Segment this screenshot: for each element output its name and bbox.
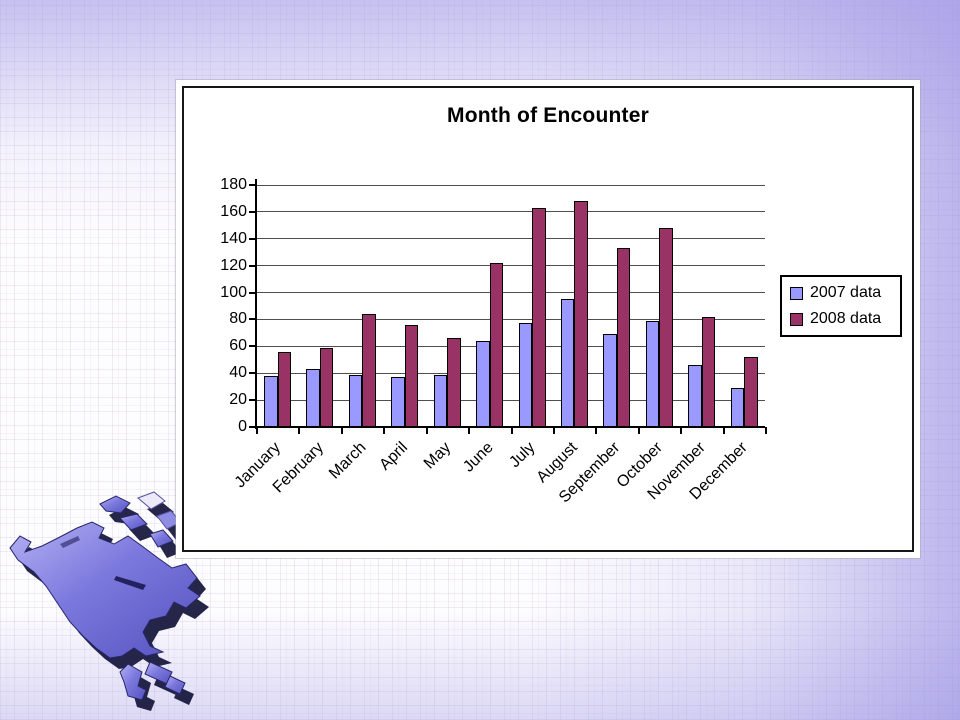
legend-item-2008: 2008 data (790, 310, 892, 328)
bar-2007-June (476, 340, 490, 427)
chart-legend: 2007 data 2008 data (780, 275, 902, 337)
chart-panel: Month of Encounter 2007 data 2008 data 0 2… (176, 80, 920, 558)
gridline-120 (256, 265, 765, 267)
x-axis-tick-5 (468, 427, 471, 434)
gridline-80 (256, 318, 765, 320)
bar-2007-August (560, 299, 575, 427)
bar-2008-August (574, 201, 588, 427)
y-axis-tick-140 (249, 237, 256, 240)
bar-2008-January (277, 351, 291, 427)
bar-2008-April (404, 324, 419, 427)
x-axis-tick-1 (298, 427, 301, 434)
legend-label-2008: 2008 data (810, 310, 882, 327)
bar-2008-July (532, 207, 546, 427)
legend-item-2007: 2007 data (790, 284, 892, 302)
legend-swatch-2008 (790, 312, 803, 326)
gridline-20 (256, 399, 765, 401)
bar-2007-October (645, 320, 660, 427)
chart-panel-border (182, 86, 914, 552)
x-axis-tick-12 (765, 427, 767, 434)
bar-2007-September (603, 334, 617, 427)
x-axis-tick-7 (552, 427, 555, 434)
bar-2008-March (362, 314, 376, 427)
gridline-160 (256, 211, 765, 213)
y-axis (255, 179, 257, 429)
y-axis-tick-180 (249, 184, 256, 186)
y-axis-label-60: 60 (229, 337, 247, 355)
bar-2008-December (744, 357, 758, 427)
y-axis-tick-100 (249, 291, 256, 294)
y-axis-label-120: 120 (220, 256, 247, 274)
bar-2008-September (616, 248, 631, 427)
x-axis-tick-0 (256, 427, 258, 434)
y-axis-tick-20 (249, 399, 256, 402)
x-axis-tick-9 (637, 427, 640, 434)
y-axis-label-180: 180 (220, 176, 247, 193)
bar-2007-November (688, 365, 702, 427)
bar-2008-February (319, 347, 334, 427)
bar-2008-November (701, 316, 716, 427)
legend-swatch-2007 (790, 286, 803, 300)
legend-label-2007: 2007 data (810, 284, 882, 301)
y-axis-label-160: 160 (220, 202, 247, 220)
gridline-40 (256, 372, 765, 374)
north-america-map-icon (9, 491, 209, 711)
y-axis-tick-60 (249, 345, 256, 348)
x-axis (255, 426, 765, 428)
x-axis-tick-8 (595, 427, 598, 434)
x-axis-tick-10 (680, 427, 683, 434)
bar-2008-June (489, 262, 504, 427)
bar-2007-May (433, 374, 448, 427)
y-axis-label-0: 0 (238, 418, 247, 435)
bar-2007-February (306, 369, 320, 427)
gridline-140 (256, 238, 765, 240)
map-detail-streaks (60, 536, 146, 590)
x-axis-tick-2 (340, 427, 343, 434)
y-axis-tick-0 (249, 426, 256, 428)
bar-2007-January (264, 375, 278, 427)
y-axis-label-80: 80 (229, 310, 247, 328)
bar-2007-December (730, 388, 745, 427)
bar-2007-March (348, 374, 363, 427)
y-axis-tick-80 (249, 318, 256, 321)
bar-2008-May (447, 338, 461, 427)
y-axis-label-40: 40 (229, 364, 247, 382)
x-axis-tick-11 (722, 427, 725, 434)
bar-2007-July (518, 323, 532, 427)
x-axis-tick-3 (383, 427, 386, 434)
chart-title: Month of Encounter (447, 104, 649, 127)
y-axis-label-100: 100 (220, 283, 247, 301)
y-axis-tick-160 (249, 210, 256, 213)
bar-2008-October (659, 228, 673, 427)
gridline-100 (256, 292, 765, 294)
y-axis-tick-40 (249, 372, 256, 375)
x-axis-tick-6 (510, 427, 513, 434)
bar-2007-April (391, 377, 405, 427)
y-axis-label-20: 20 (229, 391, 247, 409)
gridline-180 (256, 184, 765, 186)
y-axis-label-140: 140 (220, 229, 247, 247)
gridline-60 (256, 345, 765, 347)
y-axis-tick-120 (249, 264, 256, 267)
x-axis-tick-4 (425, 427, 428, 434)
